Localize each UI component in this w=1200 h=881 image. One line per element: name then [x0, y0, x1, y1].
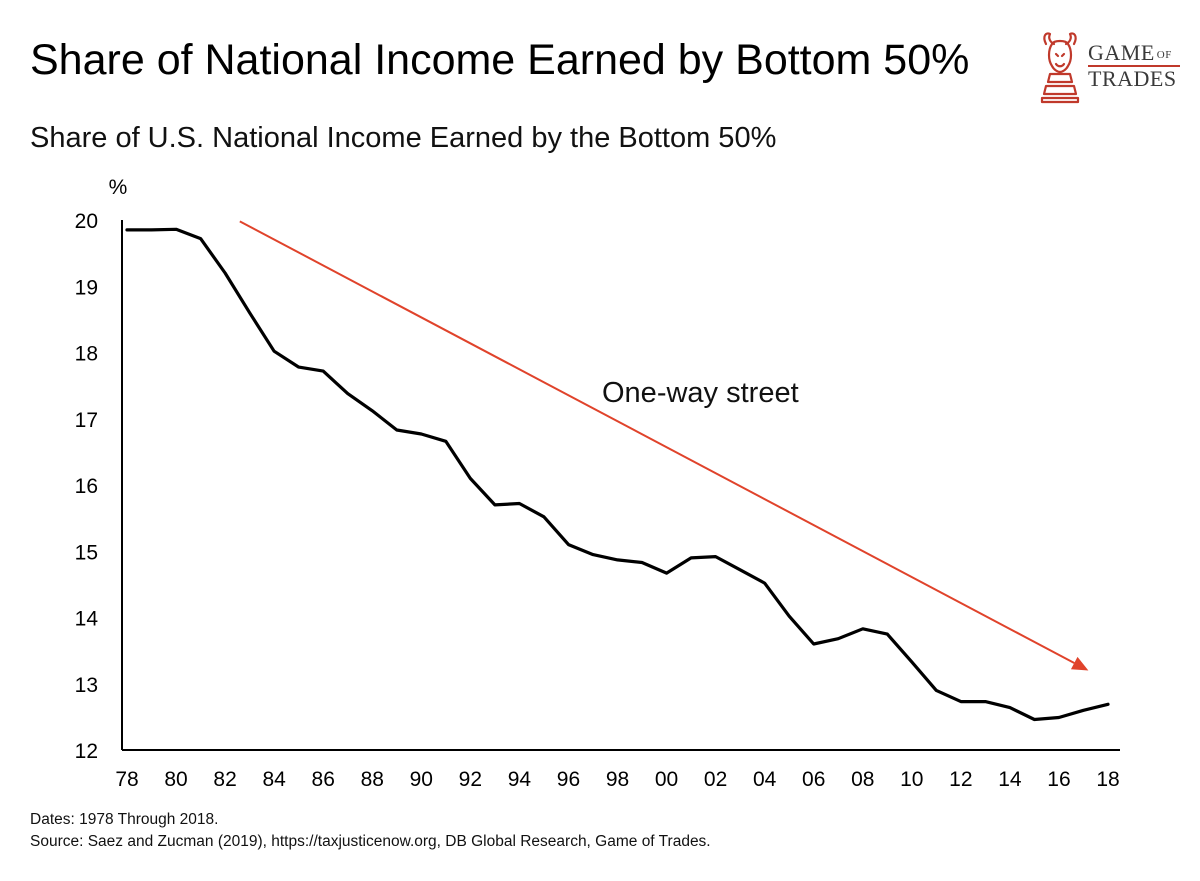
brand-name-line1: GAME OF [1088, 40, 1172, 66]
x-tick-label: 12 [949, 768, 972, 791]
x-tick-label: 78 [115, 768, 138, 791]
data-point [960, 700, 962, 703]
line-chart: % 12 13 14 15 16 17 18 19 20 78 80 82 84 86 88 90 92 94 9… [75, 176, 1120, 791]
data-point [837, 637, 839, 640]
data-point [911, 661, 913, 663]
brand-of: OF [1156, 49, 1172, 61]
chart-axes: % [109, 176, 1120, 751]
data-point [763, 582, 766, 584]
data-point [175, 228, 177, 231]
y-tick-label: 19 [75, 276, 98, 299]
annotation-label: One-way street [602, 377, 799, 409]
data-point [518, 502, 521, 505]
y-axis-label: % [109, 176, 128, 199]
data-point [445, 440, 447, 443]
page-title: Share of National Income Earned by Botto… [30, 36, 970, 84]
data-point [641, 561, 643, 564]
x-tick-label: 84 [262, 768, 286, 791]
y-tick-label: 13 [75, 674, 98, 697]
series-line [125, 227, 1110, 722]
data-point [1009, 706, 1011, 709]
chart-annotations: One-way street [239, 220, 1089, 671]
x-tick-label: 86 [312, 768, 335, 791]
brand-logo: GAME OF TRADES [1036, 30, 1186, 110]
data-point [1033, 718, 1036, 721]
data-point [1107, 703, 1109, 706]
y-axis-ticks: 12 13 14 15 16 17 18 19 20 [75, 210, 99, 763]
data-point [592, 553, 594, 556]
data-point [150, 229, 153, 231]
data-point [690, 557, 692, 559]
x-tick-label: 98 [606, 768, 629, 791]
y-tick-label: 14 [75, 608, 99, 631]
data-point [1082, 709, 1085, 712]
x-tick-label: 80 [164, 768, 187, 791]
data-point [739, 569, 741, 571]
y-tick-label: 12 [75, 740, 98, 763]
y-tick-label: 17 [75, 409, 98, 432]
data-point [812, 643, 815, 645]
data-point [862, 628, 864, 630]
x-axis-ticks: 78 80 82 84 86 88 90 92 94 96 98 00 02 04 06 08 10 12 14 16… [115, 768, 1119, 791]
data-point [371, 410, 374, 412]
x-tick-label: 14 [998, 768, 1022, 791]
data-point [396, 429, 398, 431]
data-point [273, 350, 275, 352]
x-tick-label: 00 [655, 768, 678, 791]
data-point [322, 370, 325, 372]
data-point [984, 700, 987, 703]
brand-game: GAME [1088, 40, 1155, 65]
brand-name-line2: TRADES [1088, 66, 1177, 91]
brand-divider [1088, 65, 1180, 67]
dates-footnote: Dates: 1978 Through 2018. [30, 811, 219, 828]
x-tick-label: 94 [508, 768, 532, 791]
data-point [886, 633, 889, 635]
x-tick-label: 18 [1096, 768, 1119, 791]
x-tick-label: 10 [900, 768, 923, 791]
data-point [248, 311, 251, 314]
x-tick-label: 06 [802, 768, 825, 791]
data-point [126, 229, 128, 231]
bull-knight-icon [1040, 32, 1080, 104]
data-point [567, 543, 570, 546]
data-point [665, 572, 668, 574]
data-point [494, 504, 496, 506]
x-tick-label: 02 [704, 768, 727, 791]
x-tick-label: 90 [410, 768, 433, 791]
data-point [297, 366, 300, 368]
data-point [420, 433, 423, 435]
x-tick-label: 08 [851, 768, 874, 791]
x-tick-label: 92 [459, 768, 482, 791]
x-tick-label: 82 [213, 768, 236, 791]
y-tick-label: 16 [75, 475, 98, 498]
data-point [714, 555, 717, 558]
data-point [788, 615, 790, 617]
x-tick-label: 04 [753, 768, 777, 791]
data-point [616, 559, 619, 561]
data-point [935, 689, 938, 692]
data-point [199, 237, 202, 240]
y-tick-label: 18 [75, 343, 98, 366]
chart-title: Share of U.S. National Income Earned by … [30, 122, 777, 154]
chart-series [125, 227, 1110, 722]
data-point [469, 477, 472, 480]
data-point [224, 272, 226, 274]
source-footnote: Source: Saez and Zucman (2019), https://… [30, 833, 711, 850]
trend-arrow-head [1070, 656, 1089, 671]
y-tick-label: 15 [75, 541, 98, 564]
x-tick-label: 96 [557, 768, 580, 791]
data-point [346, 392, 349, 395]
data-point [543, 516, 545, 518]
trend-arrow-line [239, 220, 1075, 664]
y-tick-label: 20 [75, 210, 98, 233]
data-point [1058, 716, 1060, 719]
x-tick-label: 16 [1047, 768, 1070, 791]
x-tick-label: 88 [361, 768, 384, 791]
